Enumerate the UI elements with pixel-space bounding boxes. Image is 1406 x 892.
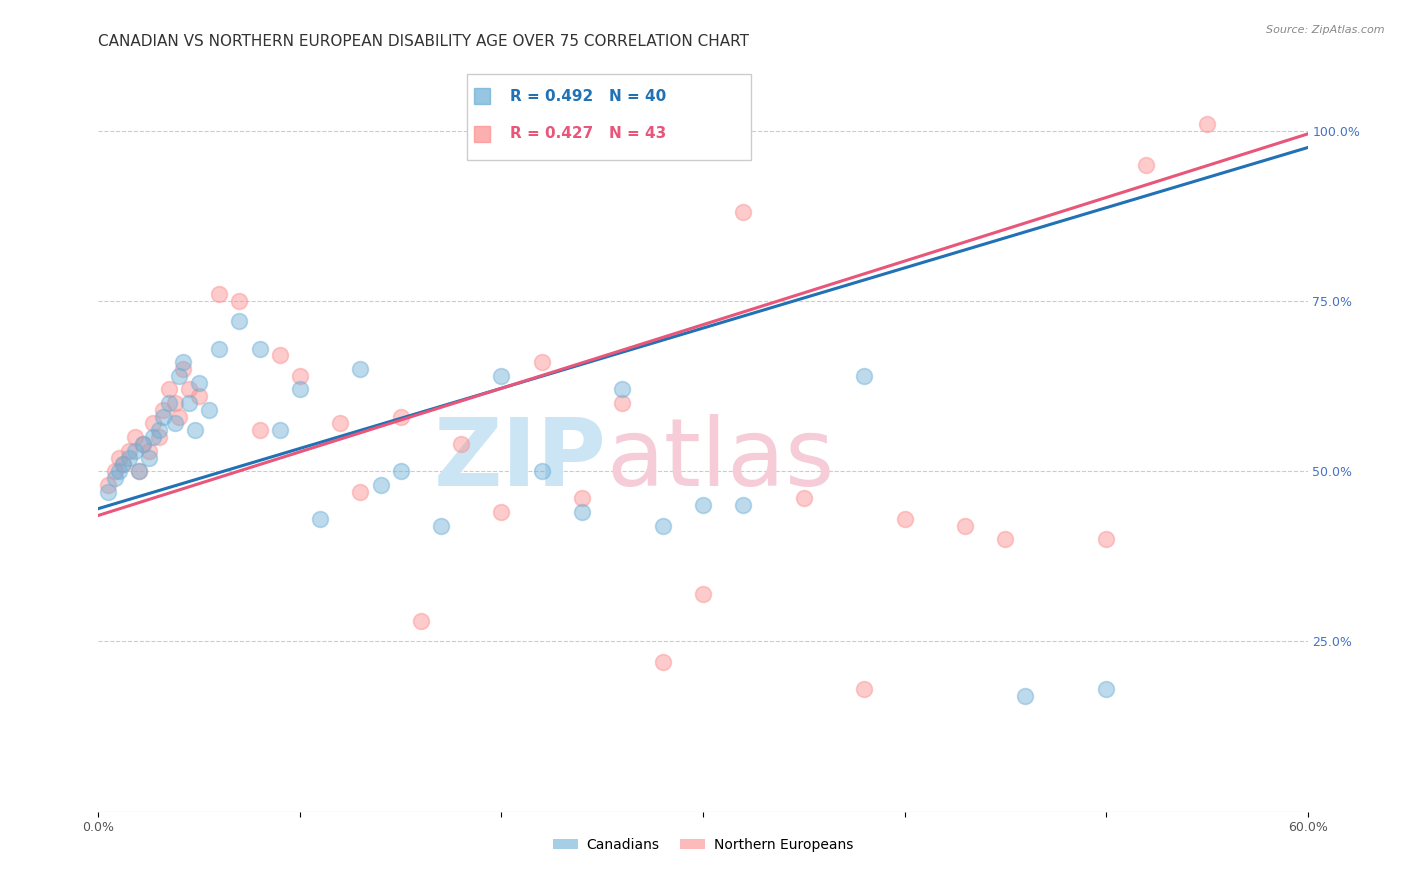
Point bbox=[142, 430, 165, 444]
Point bbox=[612, 383, 634, 397]
Point bbox=[409, 614, 432, 628]
Point bbox=[612, 396, 634, 410]
Point bbox=[184, 423, 207, 437]
Point bbox=[132, 437, 155, 451]
Point bbox=[571, 505, 593, 519]
Point bbox=[198, 402, 221, 417]
Point bbox=[651, 655, 673, 669]
Point bbox=[733, 205, 755, 219]
Point bbox=[167, 368, 190, 383]
Point bbox=[430, 518, 453, 533]
Point bbox=[953, 518, 976, 533]
Point bbox=[288, 368, 311, 383]
Point bbox=[103, 464, 125, 478]
Point bbox=[692, 587, 714, 601]
Point bbox=[142, 417, 165, 431]
Point bbox=[269, 423, 291, 437]
Point bbox=[148, 430, 170, 444]
Point bbox=[157, 396, 180, 410]
Point bbox=[853, 368, 876, 383]
Point bbox=[309, 512, 332, 526]
Legend: Canadians, Northern Europeans: Canadians, Northern Europeans bbox=[547, 832, 859, 857]
Point bbox=[571, 491, 593, 506]
Point bbox=[118, 443, 141, 458]
Point bbox=[97, 477, 120, 491]
Point bbox=[733, 498, 755, 512]
Point bbox=[179, 396, 201, 410]
Bar bbox=[467, 74, 751, 160]
Point bbox=[107, 464, 129, 478]
Point bbox=[249, 342, 271, 356]
Point bbox=[793, 491, 815, 506]
Point bbox=[389, 409, 412, 424]
Point bbox=[249, 423, 271, 437]
Point bbox=[97, 484, 120, 499]
Point bbox=[188, 376, 211, 390]
Point bbox=[1014, 689, 1036, 703]
Point bbox=[651, 518, 673, 533]
Text: CANADIAN VS NORTHERN EUROPEAN DISABILITY AGE OVER 75 CORRELATION CHART: CANADIAN VS NORTHERN EUROPEAN DISABILITY… bbox=[98, 34, 749, 49]
Point bbox=[450, 437, 472, 451]
Point bbox=[111, 458, 134, 472]
Point bbox=[349, 362, 371, 376]
Point bbox=[692, 498, 714, 512]
Point bbox=[188, 389, 211, 403]
Point bbox=[128, 464, 150, 478]
Point bbox=[107, 450, 129, 465]
Point bbox=[994, 533, 1017, 547]
Point bbox=[1195, 117, 1218, 131]
Point bbox=[167, 409, 190, 424]
Point bbox=[172, 362, 194, 376]
Point bbox=[208, 287, 231, 301]
Text: R = 0.427   N = 43: R = 0.427 N = 43 bbox=[509, 126, 666, 141]
Point bbox=[853, 682, 876, 697]
Text: ZIP: ZIP bbox=[433, 414, 606, 506]
Point bbox=[1095, 533, 1118, 547]
Point bbox=[288, 383, 311, 397]
Point bbox=[491, 368, 513, 383]
Point bbox=[269, 348, 291, 362]
Point bbox=[893, 512, 915, 526]
Point bbox=[148, 423, 170, 437]
Point bbox=[172, 355, 194, 369]
Point bbox=[163, 417, 186, 431]
Point bbox=[228, 314, 250, 328]
Point bbox=[349, 484, 371, 499]
Point bbox=[530, 464, 553, 478]
Point bbox=[118, 450, 141, 465]
Point bbox=[152, 402, 174, 417]
Point bbox=[1135, 158, 1157, 172]
Point bbox=[138, 443, 160, 458]
Point bbox=[329, 417, 352, 431]
Point bbox=[1095, 682, 1118, 697]
Point bbox=[138, 450, 160, 465]
Point bbox=[132, 437, 155, 451]
Point bbox=[491, 505, 513, 519]
Point bbox=[157, 383, 180, 397]
Point bbox=[124, 430, 146, 444]
Point bbox=[103, 471, 125, 485]
Point bbox=[228, 293, 250, 308]
Point bbox=[370, 477, 392, 491]
Point bbox=[128, 464, 150, 478]
Point bbox=[389, 464, 412, 478]
Point bbox=[152, 409, 174, 424]
Point bbox=[124, 443, 146, 458]
Point bbox=[111, 458, 134, 472]
Point bbox=[208, 342, 231, 356]
Text: Source: ZipAtlas.com: Source: ZipAtlas.com bbox=[1267, 25, 1385, 35]
Text: R = 0.492   N = 40: R = 0.492 N = 40 bbox=[509, 88, 666, 103]
Point bbox=[179, 383, 201, 397]
Point bbox=[530, 355, 553, 369]
Text: atlas: atlas bbox=[606, 414, 835, 506]
Point bbox=[163, 396, 186, 410]
